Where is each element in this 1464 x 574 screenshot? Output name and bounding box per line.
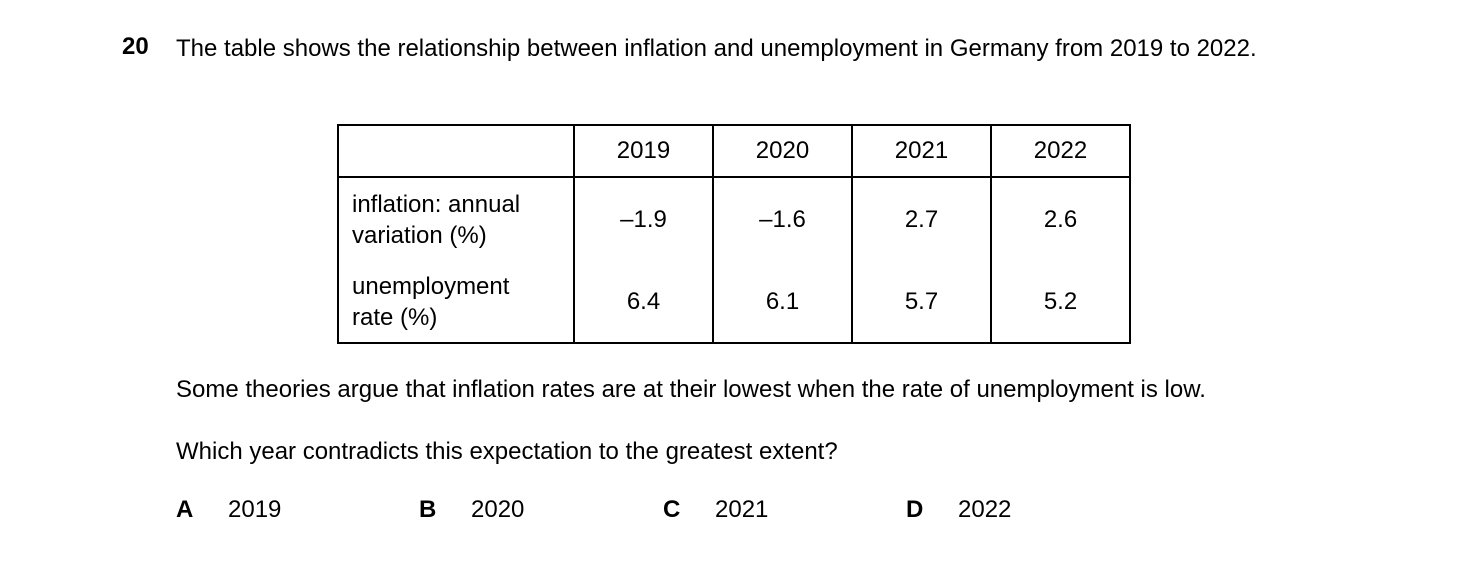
column-header-2020: 2020 [712,124,853,178]
table-cell: 5.2 [990,262,1131,344]
row-label-line: variation (%) [352,222,487,249]
row-label-line: inflation: annual [352,191,521,218]
option-c[interactable]: C 2021 [663,496,768,524]
option-letter: B [419,496,437,523]
table-row-unemployment: unemployment rate (%) 6.4 6.1 5.7 5.2 [337,262,1131,344]
question-stem: The table shows the relationship between… [176,35,1257,62]
option-d[interactable]: D 2022 [906,496,1011,524]
option-letter: C [663,496,681,523]
data-table: 2019 2020 2021 2022 inflation: annual va… [337,124,1131,344]
answer-options: A 2019 B 2020 C 2021 D 2022 [176,496,1176,528]
table-cell: 6.4 [573,262,714,344]
option-text: 2020 [471,496,525,523]
question-prompt: Which year contradicts this expectation … [176,438,838,465]
column-header-2021: 2021 [851,124,992,178]
table-cell: –1.6 [712,176,853,262]
option-letter: D [906,496,924,523]
column-header-2019: 2019 [573,124,714,178]
table-cell: 6.1 [712,262,853,344]
table-header-row: 2019 2020 2021 2022 [337,124,1131,178]
option-text: 2022 [958,496,1012,523]
question-number: 20 [122,33,149,60]
row-label-line: rate (%) [352,304,438,331]
option-text: 2019 [228,496,282,523]
column-header-2022: 2022 [990,124,1131,178]
row-label-inflation: inflation: annual variation (%) [337,176,575,262]
row-label-unemployment: unemployment rate (%) [337,262,575,344]
table-cell: 2.6 [990,176,1131,262]
option-text: 2021 [715,496,769,523]
option-letter: A [176,496,194,523]
table-cell: 5.7 [851,262,992,344]
theory-statement: Some theories argue that inflation rates… [176,376,1206,403]
option-a[interactable]: A 2019 [176,496,281,524]
row-label-line: unemployment [352,273,510,300]
table-corner-cell [337,124,575,178]
table-row-inflation: inflation: annual variation (%) –1.9 –1.… [337,176,1131,262]
option-b[interactable]: B 2020 [419,496,524,524]
table-cell: –1.9 [573,176,714,262]
table-cell: 2.7 [851,176,992,262]
